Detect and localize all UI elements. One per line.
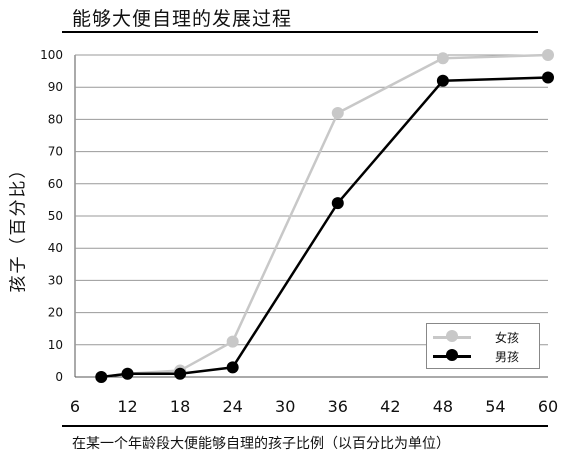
y-tick-label-20: 20 (48, 306, 63, 320)
legend-label-boys: 男孩 (495, 350, 520, 364)
y-tick-label-60: 60 (48, 177, 63, 191)
chart-title: 能够大便自理的发展过程 (72, 8, 293, 30)
legend-item-girls: 女孩 (433, 329, 537, 345)
x-tick-labels: 6 12 18 24 30 36 42 48 54 60 (70, 397, 558, 416)
y-tick-label-90: 90 (48, 80, 63, 94)
data-point-boys-12 (121, 367, 134, 380)
series-layer (95, 49, 554, 383)
data-point-boys-48 (436, 74, 449, 87)
x-axis-caption: 在某一个年龄段大便能够自理的孩子比例（以百分比为单位） (72, 436, 450, 452)
x-tick-label-12: 12 (117, 397, 137, 416)
y-tick-label-0: 0 (55, 370, 63, 384)
data-point-boys-24 (226, 361, 239, 374)
legend-item-boys: 男孩 (433, 348, 537, 364)
y-tick-label-80: 80 (48, 112, 63, 126)
legend-marker-boys (446, 349, 458, 361)
y-tick-label-50: 50 (48, 209, 63, 223)
y-tick-label-30: 30 (48, 273, 63, 287)
x-tick-label-6: 6 (70, 397, 80, 416)
legend-label-girls: 女孩 (495, 331, 520, 345)
gridlines (75, 54, 548, 346)
x-tick-label-60: 60 (538, 397, 558, 416)
legend-marker-girls (446, 330, 458, 342)
data-point-girls-36 (331, 106, 344, 119)
data-point-girls-24 (226, 335, 239, 348)
data-point-girls-60 (542, 49, 554, 61)
x-tick-label-18: 18 (170, 397, 190, 416)
data-point-boys-36 (331, 197, 344, 210)
y-tick-label-70: 70 (48, 145, 63, 159)
x-tick-label-42: 42 (380, 397, 400, 416)
x-tick-label-36: 36 (328, 397, 348, 416)
data-point-boys-60 (542, 71, 554, 84)
x-tick-label-54: 54 (485, 397, 505, 416)
data-point-girls-48 (436, 52, 449, 65)
y-axis-label: 孩子（百分比） (8, 159, 29, 293)
data-point-boys-9 (95, 371, 108, 383)
y-tick-label-40: 40 (48, 241, 63, 255)
x-tick-label-24: 24 (222, 397, 242, 416)
legend: 女孩 男孩 (426, 323, 540, 369)
data-point-boys-18 (174, 367, 187, 380)
x-tick-label-48: 48 (433, 397, 453, 416)
y-tick-label-10: 10 (48, 338, 63, 352)
y-tick-labels: 0 10 20 30 40 50 60 70 80 90 100 (40, 48, 63, 384)
x-tick-label-30: 30 (275, 397, 295, 416)
y-tick-label-100: 100 (40, 48, 63, 62)
